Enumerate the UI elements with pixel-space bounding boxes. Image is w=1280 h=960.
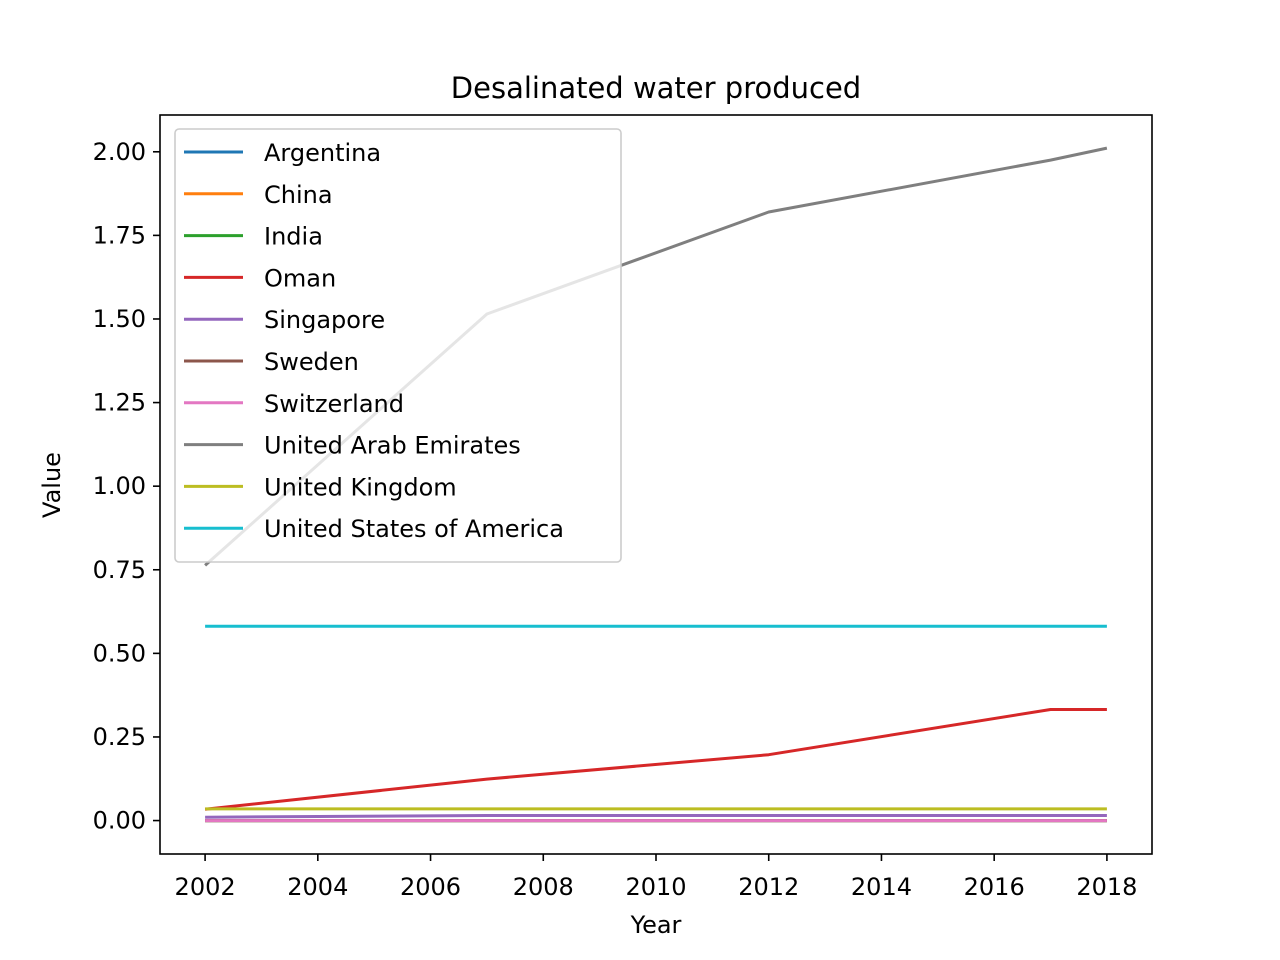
series-line-3 xyxy=(204,708,1107,811)
y-tick-label: 2.00 xyxy=(93,138,146,166)
legend-label: Switzerland xyxy=(264,390,404,418)
legend-label: United States of America xyxy=(264,515,564,543)
x-tick-label: 2018 xyxy=(1076,873,1137,901)
x-tick-label: 2004 xyxy=(287,873,348,901)
y-tick-label: 0.75 xyxy=(93,556,146,584)
y-tick-label: 1.25 xyxy=(93,389,146,417)
x-tick-label: 2016 xyxy=(964,873,1025,901)
legend: Argentina China India Oman Singapore Sweden Sw… xyxy=(174,128,622,563)
y-tick-label: 1.00 xyxy=(93,472,146,500)
y-tick-label: 1.50 xyxy=(93,305,146,333)
legend-label: Argentina xyxy=(264,139,381,167)
legend-label: India xyxy=(264,223,323,251)
legend-label: Oman xyxy=(264,264,336,292)
x-axis: 2002 2004 2006 2008 2010 2012 2014 2016 2018 xyxy=(175,854,1137,901)
x-tick-label: 2008 xyxy=(513,873,574,901)
x-tick-label: 2014 xyxy=(851,873,912,901)
x-tick-label: 2002 xyxy=(175,873,236,901)
legend-label: China xyxy=(264,181,333,209)
series-line-4 xyxy=(205,814,1107,819)
x-tick-label: 2012 xyxy=(738,873,799,901)
legend-label: United Arab Emirates xyxy=(264,432,521,460)
legend-label: Singapore xyxy=(264,306,385,334)
chart-title: Desalinated water produced xyxy=(451,71,861,105)
y-tick-label: 0.25 xyxy=(93,723,146,751)
y-axis-label: Value xyxy=(38,452,66,518)
y-axis: 0.00 0.25 0.50 0.75 1.00 1.25 1.50 1.75 2.00 xyxy=(93,138,160,835)
legend-box xyxy=(174,128,622,563)
x-tick-label: 2006 xyxy=(400,873,461,901)
y-tick-label: 1.75 xyxy=(93,221,146,249)
x-axis-label: Year xyxy=(630,911,682,939)
legend-label: United Kingdom xyxy=(264,473,457,501)
legend-label: Sweden xyxy=(264,348,359,376)
y-tick-label: 0.50 xyxy=(93,639,146,667)
x-tick-label: 2010 xyxy=(625,873,686,901)
y-tick-label: 0.00 xyxy=(93,807,146,835)
